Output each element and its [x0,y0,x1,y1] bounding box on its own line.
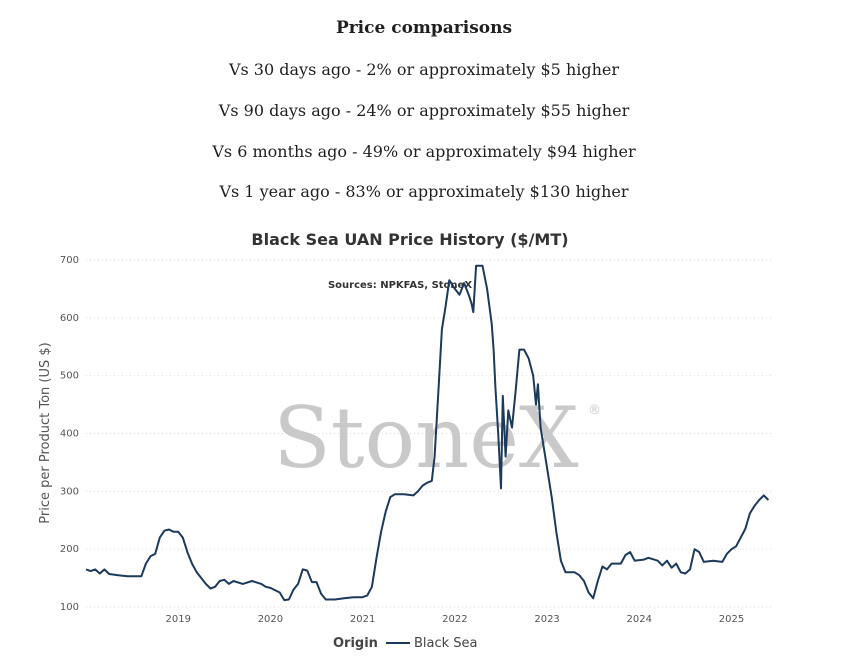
legend-item-black-sea[interactable]: Black Sea [414,636,478,651]
y-axis-label: Price per Product Ton (US $) [38,342,53,523]
x-tick-label-2025: 2025 [719,614,744,625]
x-tick-label-2023: 2023 [534,614,559,625]
legend[interactable]: Origin Black Sea [333,636,478,651]
series-line-black-sea[interactable] [85,264,770,602]
chart-title: Black Sea UAN Price History ($/MT) [251,230,568,249]
comparison-30-days: Vs 30 days ago - 2% or approximately $5 … [228,60,620,79]
chart-subtitle: Sources: NPKFAS, StoneX [328,280,472,291]
y-tick-label-200: 200 [60,544,79,555]
y-tick-label-600: 600 [60,313,79,324]
legend-title: Origin [333,636,378,651]
y-tick-label-300: 300 [60,486,79,497]
x-tick-label-2022: 2022 [442,614,467,625]
grid-layer [86,259,773,608]
y-axis-ticks: 100 200 300 400 500 600 700 [60,255,79,613]
y-tick-label-400: 400 [60,429,79,440]
watermark-registered-mark: ® [588,403,601,418]
x-tick-label-2021: 2021 [350,614,375,625]
y-tick-label-500: 500 [60,371,79,382]
series-layer [85,264,770,602]
comparison-90-days: Vs 90 days ago - 24% or approximately $5… [218,101,630,120]
x-tick-label-2019: 2019 [165,614,190,625]
y-tick-label-700: 700 [60,255,79,266]
comparison-6-months: Vs 6 months ago - 49% or approximately $… [212,142,636,161]
y-tick-label-100: 100 [60,602,79,613]
summary-heading: Price comparisons [335,18,513,38]
x-tick-label-2020: 2020 [258,614,283,625]
stonex-watermark: StoneX [273,389,579,487]
comparison-1-year: Vs 1 year ago - 83% or approximately $13… [219,182,629,201]
x-axis-ticks: 2019 2020 2021 2022 2023 2024 2025 [165,614,744,625]
x-tick-label-2024: 2024 [627,614,652,625]
